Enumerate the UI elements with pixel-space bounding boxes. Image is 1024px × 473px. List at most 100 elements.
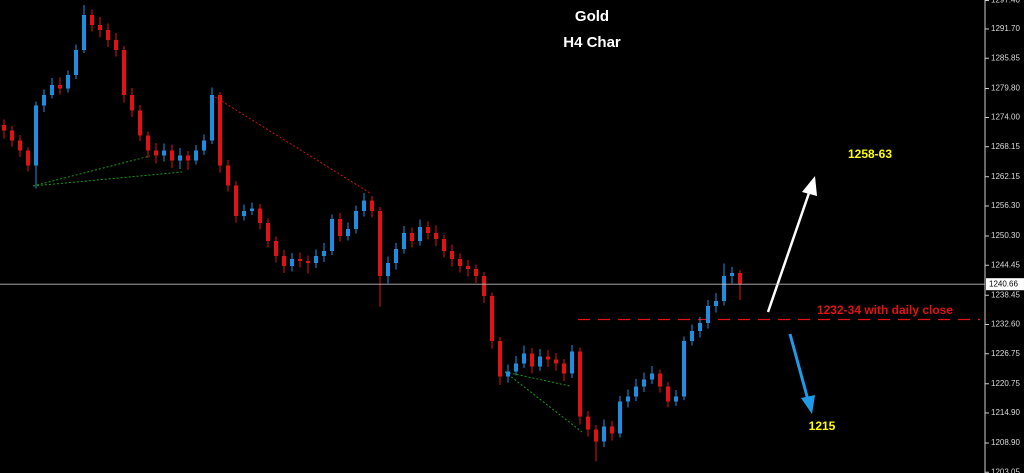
candle-body xyxy=(674,396,678,402)
y-tick-label: 1262.15 xyxy=(991,172,1020,181)
candle-body xyxy=(450,251,454,259)
candle-body xyxy=(490,296,494,341)
chart-title: Gold xyxy=(575,8,609,25)
y-tick-label: 1250.30 xyxy=(991,231,1020,240)
candle-body xyxy=(114,40,118,50)
candle-body xyxy=(234,185,238,216)
trendline xyxy=(504,371,583,433)
candle-body xyxy=(530,353,534,367)
candle-body xyxy=(570,351,574,374)
candle-body xyxy=(58,85,62,89)
y-tick-label: 1274.00 xyxy=(991,113,1020,122)
candle-body xyxy=(186,155,190,161)
candle-body xyxy=(498,341,502,377)
candle-body xyxy=(522,353,526,364)
arrow-head xyxy=(802,176,817,196)
candle-body xyxy=(626,396,630,402)
candle-body xyxy=(26,150,30,166)
candle-body xyxy=(514,363,518,372)
candle-body xyxy=(18,140,22,151)
candle-body xyxy=(418,227,422,241)
candle-body xyxy=(170,150,174,161)
candle-body xyxy=(74,50,78,75)
candle-body xyxy=(474,269,478,276)
candle-body xyxy=(690,331,694,341)
candle-body xyxy=(602,426,606,442)
candle-body xyxy=(290,259,294,266)
candle-body xyxy=(162,150,166,156)
candle-body xyxy=(730,273,734,276)
candle-body xyxy=(42,95,46,106)
candle-body xyxy=(274,241,278,256)
candle-body xyxy=(226,165,230,186)
y-tick-label: 1244.45 xyxy=(991,260,1020,269)
candle-body xyxy=(362,200,366,211)
candle-body xyxy=(10,130,14,141)
y-tick-label: 1232.60 xyxy=(991,320,1020,329)
y-tick-label: 1291.70 xyxy=(991,24,1020,33)
y-tick-label: 1285.85 xyxy=(991,53,1020,62)
annotation: 1215 xyxy=(809,419,836,433)
candle-body xyxy=(314,256,318,263)
candle-body xyxy=(250,208,254,211)
candle-body xyxy=(402,233,406,249)
candle-body xyxy=(442,239,446,251)
candle-body xyxy=(586,416,590,430)
candle-body xyxy=(50,85,54,95)
candle-body xyxy=(306,261,310,263)
candle-body xyxy=(650,373,654,380)
candle-body xyxy=(106,30,110,40)
candle-body xyxy=(642,379,646,387)
candle-body xyxy=(330,219,334,251)
y-tick-label: 1256.30 xyxy=(991,201,1020,210)
candle-body xyxy=(546,356,550,360)
candle-body xyxy=(658,373,662,387)
candle-body xyxy=(298,259,302,261)
y-tick-label: 1208.90 xyxy=(991,438,1020,447)
candle-body xyxy=(146,135,150,151)
candle-body xyxy=(346,229,350,236)
arrows xyxy=(766,176,817,414)
candle-body xyxy=(98,25,102,30)
candle-body xyxy=(554,359,558,364)
candle-body xyxy=(722,276,726,301)
trend-drawings xyxy=(32,96,583,433)
trendline xyxy=(32,171,183,187)
arrow-head xyxy=(801,395,815,414)
candle-body xyxy=(82,15,86,50)
trendline xyxy=(32,155,151,187)
candle-body xyxy=(90,15,94,25)
candle-body xyxy=(370,200,374,211)
current-price-box xyxy=(986,278,1024,291)
y-tick-label: 1203.05 xyxy=(991,467,1020,473)
annotation: 1258-63 xyxy=(848,147,892,161)
candle-body xyxy=(634,386,638,397)
candle-body xyxy=(322,251,326,256)
candle-body xyxy=(154,150,158,156)
candle-body xyxy=(138,110,142,136)
candle-body xyxy=(714,301,718,306)
candle-body xyxy=(562,363,566,374)
candle-body xyxy=(410,233,414,241)
candle-body xyxy=(386,263,390,276)
candle-body xyxy=(666,386,670,402)
arrow-down xyxy=(788,333,810,401)
y-tick-label: 1220.75 xyxy=(991,379,1020,388)
y-tick-label: 1297.40 xyxy=(991,0,1020,5)
candle-body xyxy=(738,273,742,285)
annotation: 1232-34 with daily close xyxy=(817,303,953,317)
candle-body xyxy=(242,211,246,216)
candle-body xyxy=(682,341,686,397)
candle-body xyxy=(354,211,358,229)
candle-body xyxy=(458,259,462,266)
candle-body xyxy=(130,95,134,111)
candle-body xyxy=(338,219,342,236)
candle-body xyxy=(266,223,270,241)
candle-body xyxy=(258,208,262,223)
candle-body xyxy=(538,356,542,367)
candle-body xyxy=(378,211,382,276)
trendline xyxy=(504,371,571,387)
y-tick-label: 1279.80 xyxy=(991,84,1020,93)
candle-body xyxy=(66,75,70,89)
